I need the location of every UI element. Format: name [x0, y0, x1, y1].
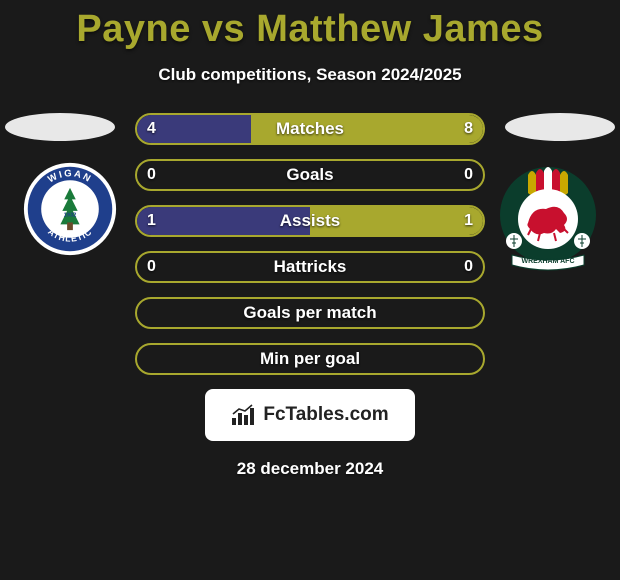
stat-value-left: 0 [147, 166, 156, 184]
stat-value-right: 0 [464, 258, 473, 276]
stat-bar: 4 8 Matches [135, 113, 485, 145]
stat-label: Min per goal [260, 349, 360, 369]
club-crest-right: WREXHAM AFC [498, 163, 598, 273]
stat-value-right: 8 [464, 120, 473, 138]
stat-label: Hattricks [274, 257, 347, 277]
brand-badge: FcTables.com [205, 389, 415, 441]
stat-value-left: 0 [147, 258, 156, 276]
stat-bar: 0 0 Hattricks [135, 251, 485, 283]
stat-bar: 0 0 Goals [135, 159, 485, 191]
svg-text:1932: 1932 [64, 213, 77, 219]
stat-label: Goals [286, 165, 333, 185]
stat-label: Matches [276, 119, 344, 139]
stat-value-right: 0 [464, 166, 473, 184]
stat-value-right: 1 [464, 212, 473, 230]
page-title: Payne vs Matthew James [0, 0, 620, 51]
stat-bar: 1 1 Assists [135, 205, 485, 237]
svg-text:WREXHAM AFC: WREXHAM AFC [521, 258, 574, 265]
stat-label: Goals per match [243, 303, 376, 323]
player-shadow-right [505, 113, 615, 141]
comparison-panel: WIGAN ATHLETIC 1932 WREXHAM AFC [0, 113, 620, 375]
date-label: 28 december 2024 [0, 459, 620, 479]
player-shadow-left [5, 113, 115, 141]
stat-label: Assists [280, 211, 340, 231]
stat-value-left: 1 [147, 212, 156, 230]
subtitle: Club competitions, Season 2024/2025 [0, 65, 620, 85]
brand-text: FcTables.com [263, 404, 388, 426]
stat-bars: 4 8 Matches 0 0 Goals 1 1 Assists 0 0 Hattricks Goal… [135, 113, 485, 375]
stat-bar: Goals per match [135, 297, 485, 329]
club-crest-left: WIGAN ATHLETIC 1932 [22, 161, 118, 257]
stat-value-left: 4 [147, 120, 156, 138]
stat-bar: Min per goal [135, 343, 485, 375]
brand-chart-icon [231, 404, 257, 426]
